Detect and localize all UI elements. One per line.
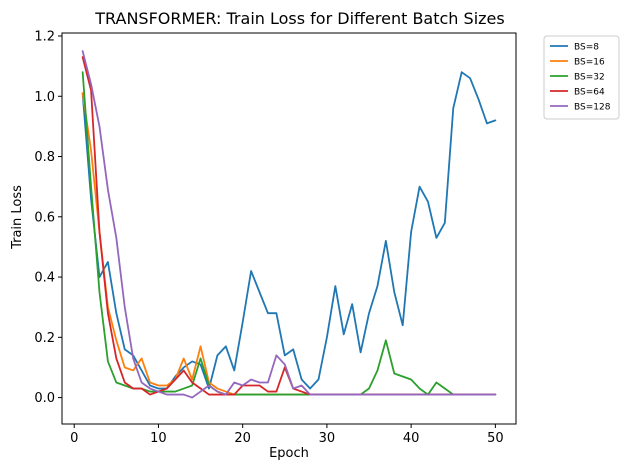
- chart-title: TRANSFORMER: Train Loss for Different Ba…: [94, 9, 504, 28]
- legend-label: BS=64: [574, 88, 605, 98]
- legend: BS=8 BS=16 BS=32 BS=64 BS=128: [543, 35, 620, 120]
- y-tick-label: 1.2: [34, 30, 55, 45]
- x-tick-label: 40: [403, 431, 420, 446]
- legend-label: BS=8: [574, 43, 599, 53]
- x-tick-label: 20: [234, 431, 251, 446]
- x-axis: 0 10 20 30 40 50: [70, 424, 504, 446]
- series-line-3: [81, 71, 497, 396]
- x-tick-label: 50: [487, 431, 504, 446]
- x-axis-label: Epoch: [269, 446, 309, 461]
- series-line-1: [81, 71, 497, 390]
- legend-label: BS=32: [574, 73, 605, 83]
- y-tick-label: 0.0: [34, 391, 55, 406]
- y-tick-label: 0.4: [34, 271, 55, 286]
- x-tick-label: 0: [70, 431, 78, 446]
- legend-label: BS=16: [574, 58, 605, 68]
- y-tick-label: 0.2: [34, 331, 55, 346]
- y-tick-label: 0.6: [34, 210, 55, 225]
- y-tick-label: 0.8: [34, 150, 55, 165]
- series-line-5: [81, 50, 497, 399]
- y-axis: 0.0 0.2 0.4 0.6 0.8 1.0 1.2: [34, 30, 62, 406]
- legend-label: BS=128: [574, 103, 611, 113]
- y-axis-label: Train Loss: [10, 185, 25, 250]
- x-tick-label: 10: [150, 431, 167, 446]
- y-tick-label: 1.0: [34, 90, 55, 105]
- x-tick-label: 30: [319, 431, 336, 446]
- axes-frame: [61, 32, 517, 425]
- legend-box: [543, 35, 620, 120]
- plot-area: [81, 50, 497, 399]
